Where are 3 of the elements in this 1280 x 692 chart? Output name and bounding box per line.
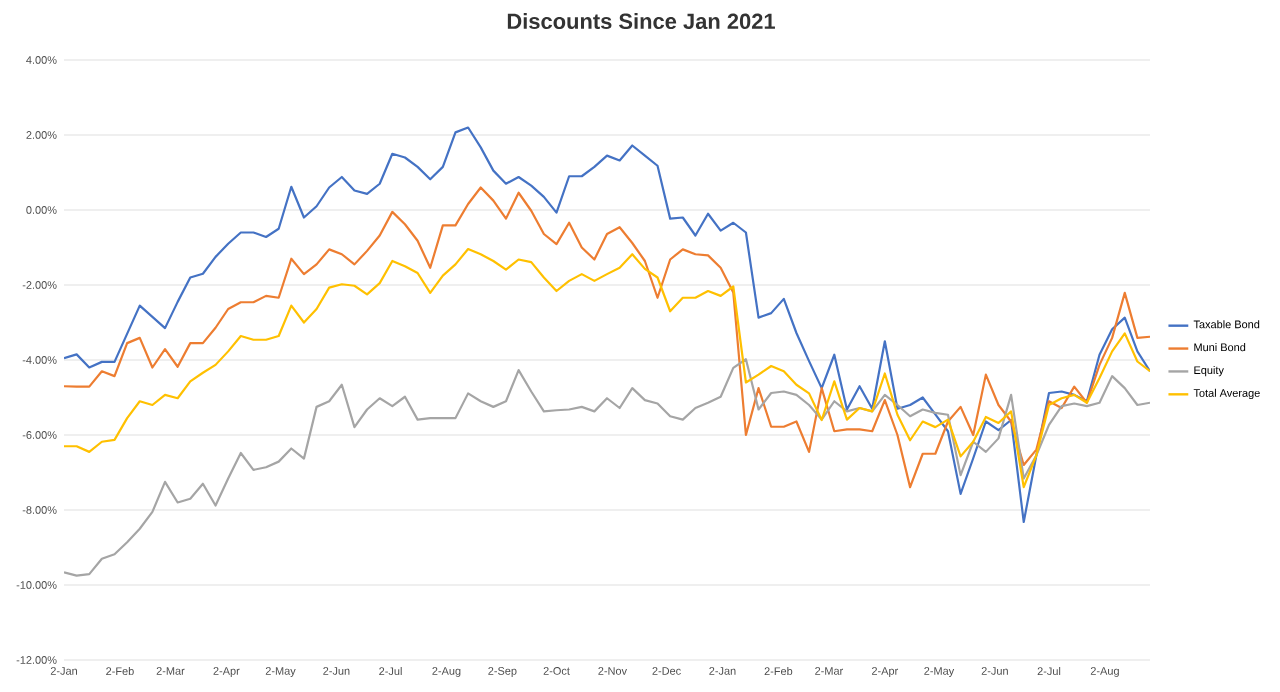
chart-title: Discounts Since Jan 2021 <box>507 12 775 30</box>
line-series <box>64 247 1151 489</box>
line-series <box>64 186 1151 489</box>
